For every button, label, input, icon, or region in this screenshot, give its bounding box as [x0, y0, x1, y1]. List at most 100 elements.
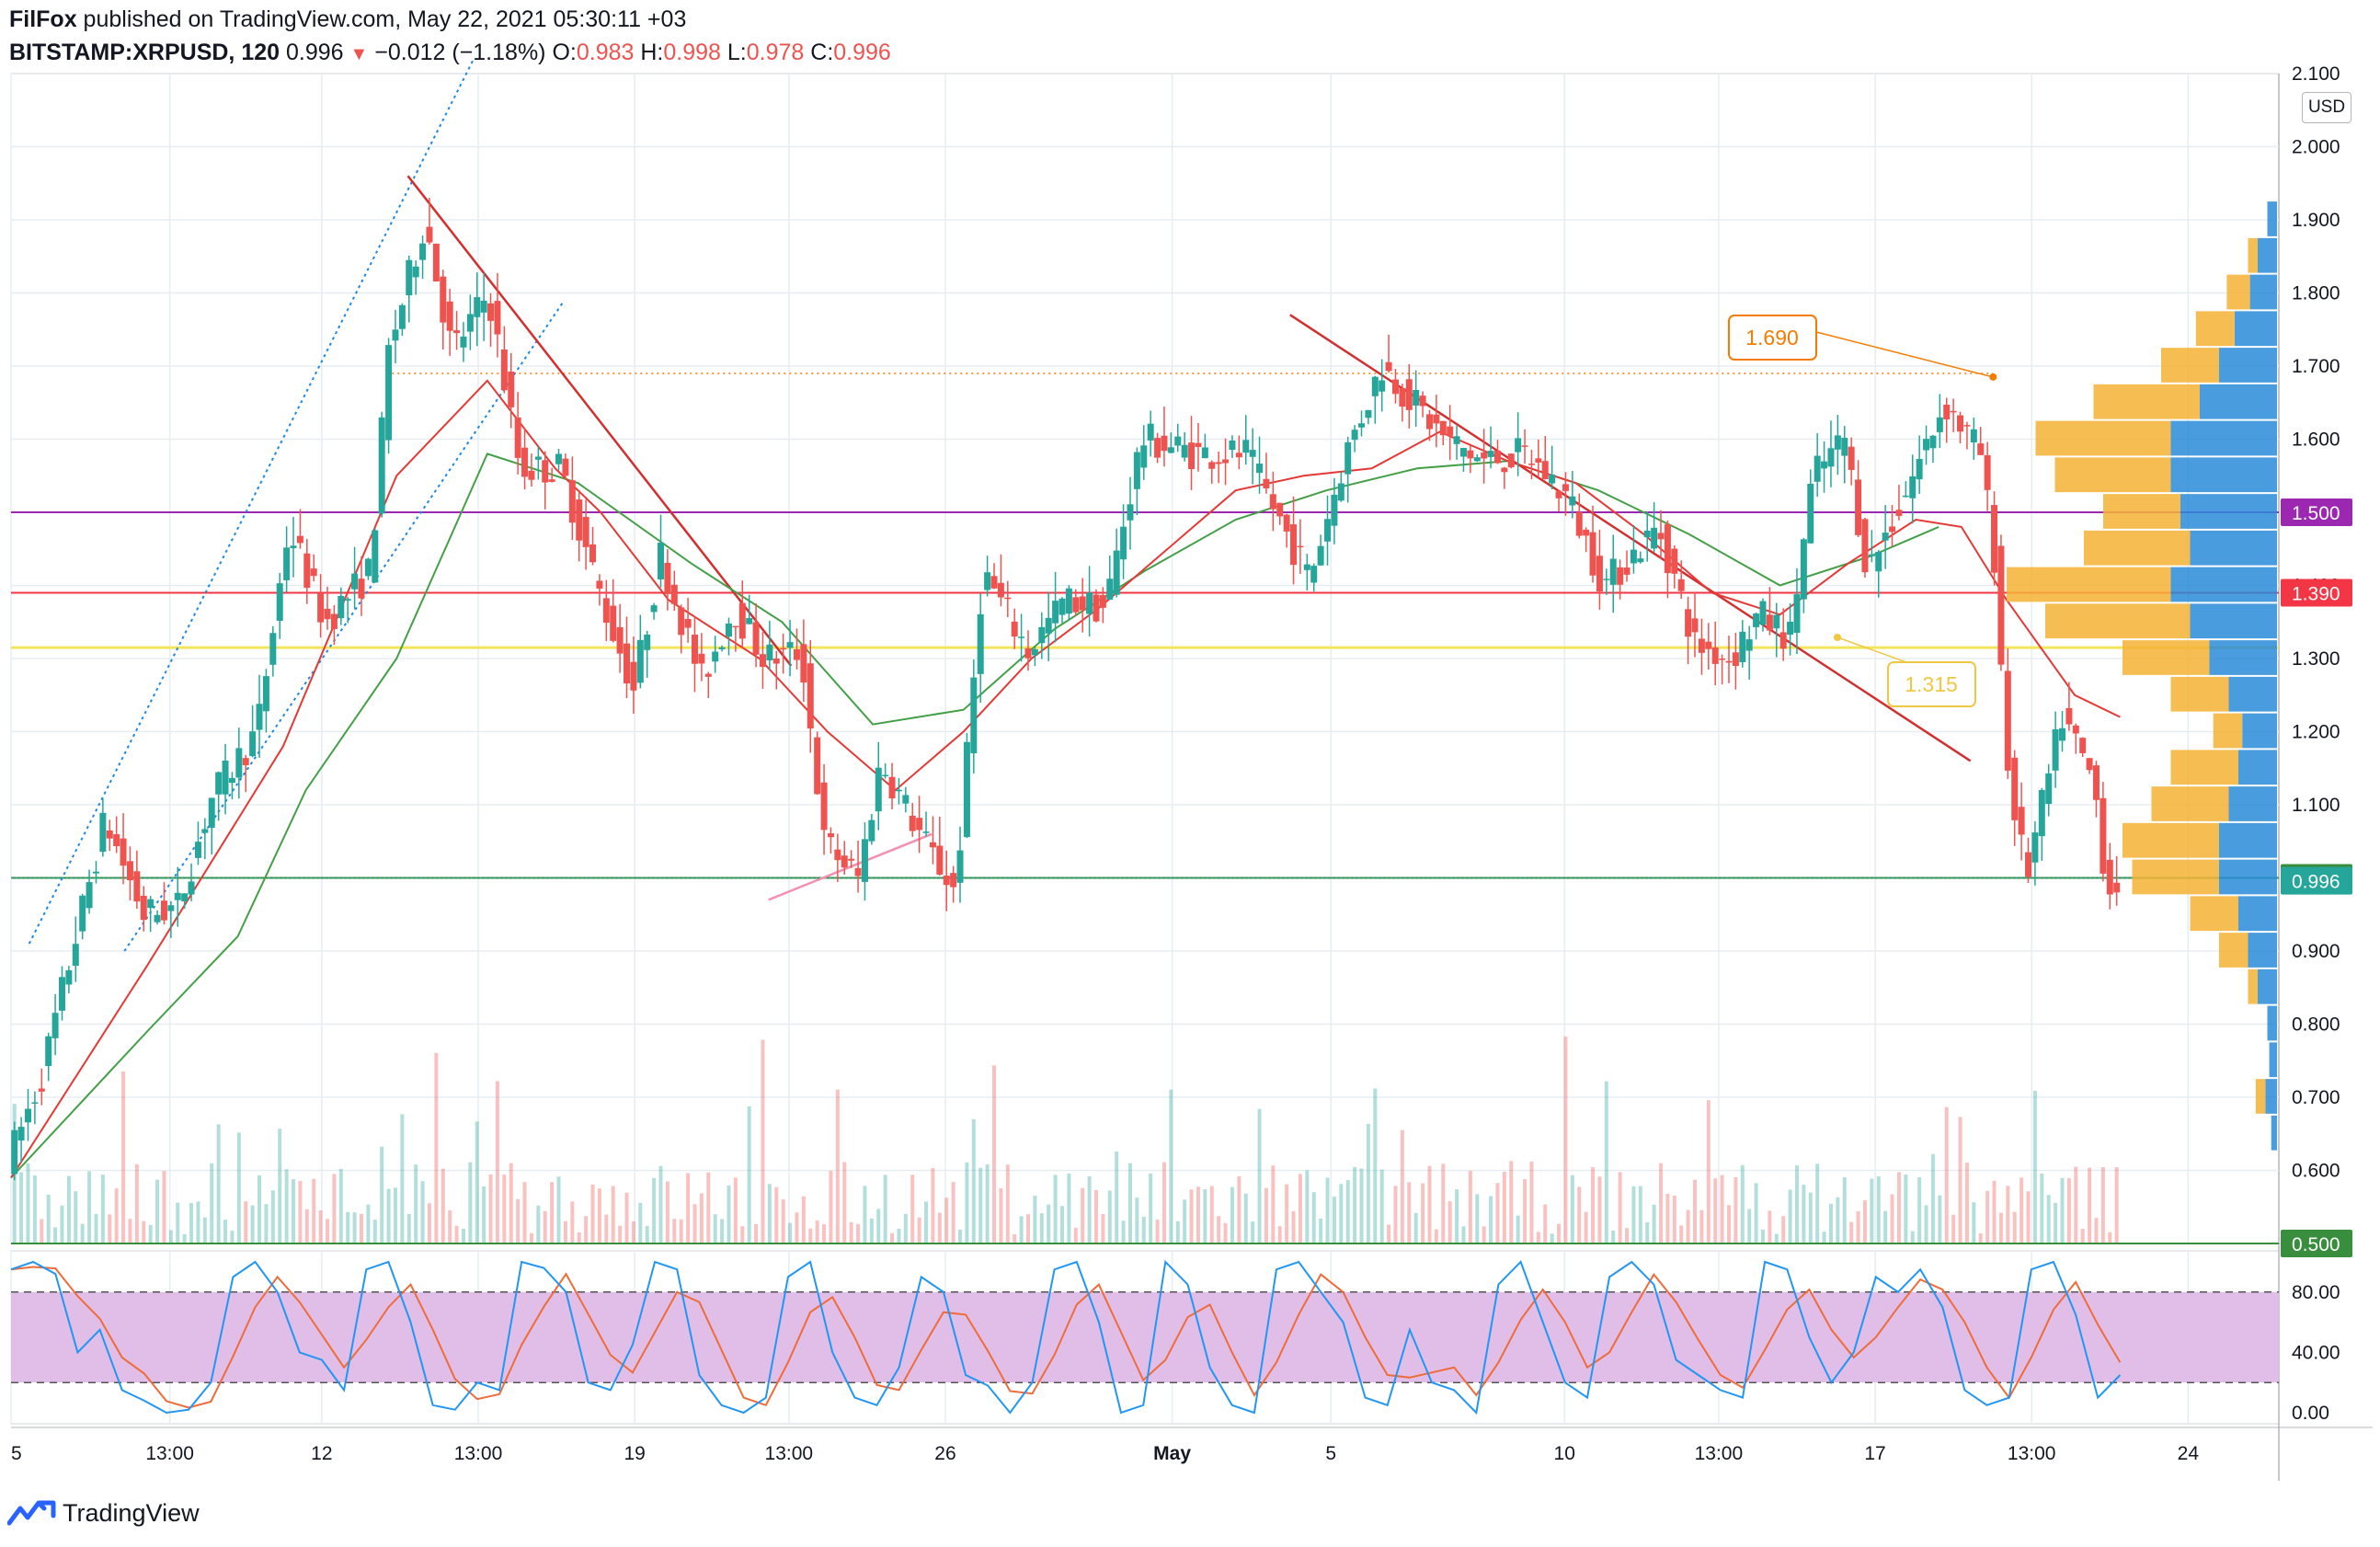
- candle-body: [1018, 636, 1025, 638]
- volume-bar: [1856, 1211, 1860, 1243]
- vp-bar-down: [2234, 311, 2277, 347]
- volume-bar: [468, 1162, 473, 1243]
- close-value: 0.996: [833, 40, 891, 65]
- candle-body: [732, 625, 739, 628]
- volume-bar: [522, 1182, 527, 1243]
- x-tick-label: 26: [934, 1443, 955, 1464]
- candle-body: [133, 871, 141, 902]
- volume-bar: [502, 1175, 507, 1243]
- volume-bar: [1944, 1106, 1949, 1243]
- candle-body: [474, 297, 481, 317]
- y-tick-label: 1.300: [2292, 648, 2340, 670]
- candle-body: [1433, 414, 1440, 424]
- candle-body: [1535, 458, 1542, 463]
- volume-bar: [1005, 1164, 1010, 1243]
- volume-bar: [1734, 1176, 1738, 1243]
- candle-body: [1093, 594, 1100, 622]
- candle-body: [1902, 495, 1909, 498]
- volume-bar: [1992, 1180, 1997, 1243]
- candle-body: [780, 647, 787, 650]
- volume-bar: [910, 1175, 915, 1243]
- symbol-name[interactable]: BITSTAMP:XRPUSD, 120: [9, 40, 280, 65]
- volume-bar: [1985, 1190, 1990, 1243]
- candle-body: [194, 842, 201, 858]
- volume-bar: [264, 1204, 269, 1243]
- candle-body: [1753, 613, 1760, 627]
- vp-bar-down: [2180, 494, 2277, 529]
- volume-bar: [278, 1129, 282, 1243]
- vp-bar-up: [2103, 494, 2180, 529]
- candle-body: [1310, 566, 1318, 583]
- y-tick-label: 0.900: [2292, 941, 2340, 962]
- volume-bar: [856, 1223, 861, 1243]
- volume-bar: [1107, 1190, 1112, 1243]
- candle-body: [432, 243, 440, 282]
- tradingview-brand[interactable]: TradingView: [7, 1495, 200, 1531]
- candle-body: [58, 977, 65, 1011]
- volume-bar: [1379, 1169, 1384, 1243]
- candle-body: [2045, 773, 2053, 805]
- vp-bar-down: [2238, 896, 2277, 932]
- volume-bar: [2046, 1195, 2051, 1243]
- candle-body: [970, 677, 978, 754]
- candle-body: [2025, 852, 2032, 877]
- volume-bar: [1277, 1226, 1282, 1243]
- candle-body: [120, 838, 127, 866]
- candle-body: [1855, 479, 1862, 535]
- candle-body: [310, 568, 317, 577]
- candle-body: [330, 613, 338, 629]
- candle-body: [188, 881, 195, 895]
- volume-bar: [699, 1193, 704, 1243]
- volume-bar: [1169, 1089, 1173, 1243]
- publisher-name[interactable]: FilFox: [9, 6, 77, 32]
- candle-body: [262, 676, 269, 712]
- volume-bar: [1353, 1166, 1357, 1243]
- volume-bar: [380, 1146, 384, 1243]
- volume-bar: [1625, 1228, 1630, 1243]
- candle-body: [317, 593, 325, 623]
- x-tick-label: 12: [311, 1443, 332, 1464]
- volume-bar: [189, 1202, 194, 1243]
- candle-body: [392, 329, 399, 341]
- vp-bar-down: [2170, 457, 2277, 493]
- volume-bar: [32, 1175, 37, 1243]
- candle-body: [950, 873, 957, 888]
- volume-bar: [1972, 1202, 1976, 1243]
- candle-body: [2100, 797, 2107, 874]
- candle-body: [283, 547, 291, 580]
- currency-badge[interactable]: USD: [2302, 92, 2351, 123]
- volume-bar: [482, 1186, 486, 1243]
- candle-body: [113, 834, 120, 847]
- volume-bar: [257, 1175, 262, 1243]
- candle-body: [616, 626, 624, 654]
- volume-bar: [1189, 1189, 1194, 1243]
- candle-body: [902, 795, 910, 804]
- volume-bar: [2032, 1090, 2037, 1243]
- candle-body: [922, 831, 930, 833]
- vp-bar-up: [2226, 274, 2250, 310]
- candle-body: [820, 782, 828, 831]
- volume-bar: [1135, 1197, 1139, 1243]
- candle-body: [1950, 410, 1957, 413]
- candle-body: [1569, 496, 1576, 506]
- volume-bar: [1904, 1175, 1908, 1243]
- candle-body: [38, 1088, 45, 1092]
- volume-bar: [216, 1124, 221, 1243]
- volume-bar: [1101, 1213, 1105, 1243]
- candle-body: [1807, 483, 1814, 544]
- candle-body: [1936, 417, 1943, 432]
- volume-bar: [1726, 1205, 1731, 1243]
- candle-body: [17, 1127, 25, 1140]
- stoch-tick-label: 40.00: [2292, 1342, 2340, 1363]
- candle-body: [1344, 441, 1352, 475]
- volume-bar: [747, 1106, 751, 1243]
- candle-body: [1868, 554, 1875, 556]
- x-tick-label: 24: [2178, 1443, 2200, 1464]
- volume-bar: [863, 1186, 867, 1243]
- volume-bar: [577, 1232, 581, 1243]
- vp-bar-down: [2219, 348, 2277, 383]
- volume-bar: [1455, 1189, 1459, 1243]
- candle-body: [1705, 641, 1712, 649]
- candle-body: [834, 849, 841, 861]
